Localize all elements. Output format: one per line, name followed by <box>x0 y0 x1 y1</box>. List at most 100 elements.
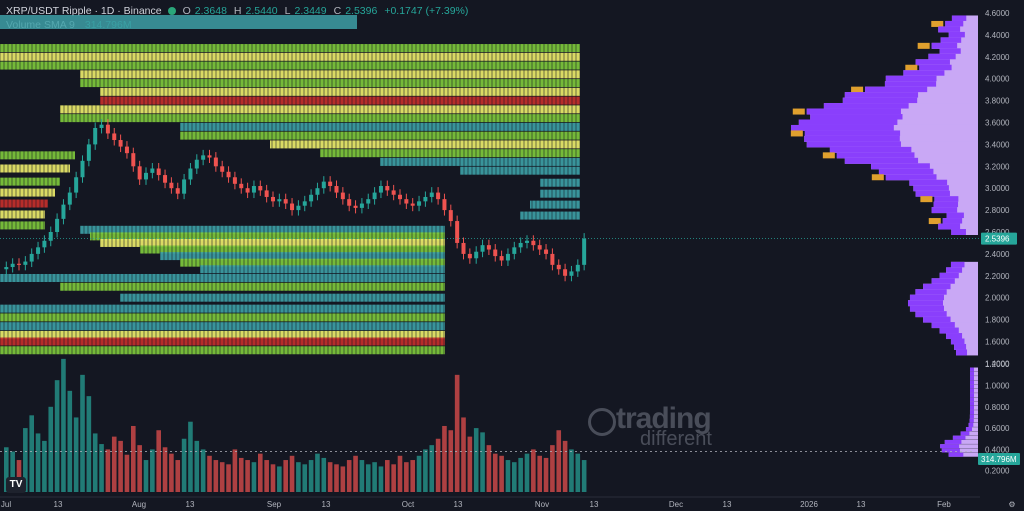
profile-bar-core <box>865 86 928 93</box>
volume-bar <box>42 440 47 492</box>
heatmap-band <box>80 70 580 79</box>
heatmap-band <box>200 265 445 274</box>
volume-tick-label: 0.2000 <box>985 467 1010 476</box>
profile-bar-core <box>934 196 959 203</box>
candle-body <box>410 203 415 206</box>
volume-profile-bar-core <box>970 397 974 402</box>
price-axis[interactable]: 4.6000 4.4000 4.2000 4.0000 3.8000 3.6000 3.40… <box>978 9 1020 476</box>
candle-body <box>258 186 263 191</box>
time-tick-label: Feb <box>937 500 951 509</box>
heatmap-band <box>0 273 445 282</box>
candle-body <box>277 199 282 202</box>
volume-bar <box>321 457 327 492</box>
low-label: L <box>284 5 291 17</box>
low-value: 2.3449 <box>294 5 327 17</box>
volume-profile-bar-core <box>970 367 974 372</box>
volume-bar <box>334 464 339 492</box>
time-axis[interactable]: Jul 13 Aug 13 Sep 13 Oct 13 Nov 13 Dec 13 2026 13 Feb ⚙ <box>0 496 1016 509</box>
volume-bar <box>531 449 536 492</box>
time-tick-label: 13 <box>186 500 195 509</box>
candle-body <box>67 192 72 205</box>
profile-bar-core <box>836 152 915 159</box>
volume-profile-bar-core <box>940 444 960 449</box>
volume-bar <box>156 430 161 492</box>
profile-bar-core <box>951 15 967 22</box>
heatmap-band <box>530 200 580 209</box>
candle-body <box>131 153 136 167</box>
candle-body <box>334 186 339 193</box>
price-tick-label: 4.2000 <box>985 53 1010 62</box>
symbol-title[interactable]: XRP/USDT Ripple · 1D · Binance <box>6 5 162 17</box>
profile-bar-core <box>909 179 948 186</box>
tradingview-logo-icon[interactable]: TV <box>6 477 26 493</box>
volume-tick-label: 0.4000 <box>985 445 1010 454</box>
market-status-dot <box>167 7 176 15</box>
volume-bar <box>207 455 212 492</box>
candle-body <box>10 263 15 268</box>
volume-bar <box>385 460 390 492</box>
profile-bar-core <box>933 201 959 208</box>
candle-body <box>283 199 288 204</box>
candle-body <box>309 194 314 202</box>
candle-body <box>417 201 422 206</box>
candle-body <box>359 203 364 208</box>
candle-body <box>347 199 352 206</box>
candle-body <box>163 175 168 183</box>
volume-bar <box>435 438 441 492</box>
profile-bar-core <box>946 212 964 219</box>
heatmap-band <box>0 210 45 219</box>
high-label: H <box>233 5 242 17</box>
candle-body <box>550 253 555 265</box>
volume-profile-bar-core <box>970 371 974 376</box>
candle-body <box>518 242 523 248</box>
volume-profile-bar-core <box>969 405 974 410</box>
profile-bar-edge <box>851 86 864 93</box>
candle-body <box>296 205 301 211</box>
volume-bar <box>410 460 415 492</box>
profile-bar-core <box>844 92 919 99</box>
candle-body <box>137 166 142 180</box>
candle-body <box>404 199 409 204</box>
volume-bar <box>524 453 530 492</box>
volume-profile-bar-core <box>969 401 974 406</box>
volume-bar <box>194 440 200 492</box>
volume-profile-bar-core <box>970 376 974 381</box>
candle-body <box>99 124 104 128</box>
volume-strip <box>0 15 357 29</box>
volume-bar <box>391 464 396 492</box>
volume-bar <box>423 449 428 492</box>
profile-bar-edge <box>931 20 944 27</box>
candle-body <box>80 160 85 178</box>
price-tick-label: 4.0000 <box>985 75 1010 84</box>
volume-bar <box>315 453 320 492</box>
volume-bar <box>429 445 435 492</box>
settings-gear-icon[interactable]: ⚙ <box>1008 500 1015 509</box>
profile-bar-core <box>946 267 963 274</box>
candle-body <box>226 171 231 178</box>
volume-bar <box>162 447 168 492</box>
volume-bar <box>80 374 85 492</box>
volume-tick-label: 0.6000 <box>985 424 1010 433</box>
profile-bar-core <box>939 272 959 279</box>
profile-bar-core <box>939 48 961 55</box>
volume-profile-bar-core <box>952 435 966 440</box>
volume-bar <box>505 460 511 492</box>
volume-bar <box>4 447 9 492</box>
watermark: trading different <box>588 402 712 451</box>
volume-bar <box>289 455 295 492</box>
candle-body <box>42 240 47 248</box>
profile-bar-core <box>915 190 950 197</box>
volume-bar <box>302 464 308 492</box>
volume-profile-bar-core <box>970 380 974 385</box>
volume-profile-bar-core <box>968 422 974 427</box>
candle-body <box>207 155 212 158</box>
volume-bar <box>188 421 193 492</box>
candle-body <box>23 261 28 265</box>
volume-bar <box>397 455 403 492</box>
volume-bar <box>277 466 282 492</box>
candlesticks <box>0 119 980 282</box>
profile-bar-core <box>915 59 950 66</box>
volume-profile-bar-core <box>948 452 964 457</box>
candle-body <box>486 245 491 250</box>
